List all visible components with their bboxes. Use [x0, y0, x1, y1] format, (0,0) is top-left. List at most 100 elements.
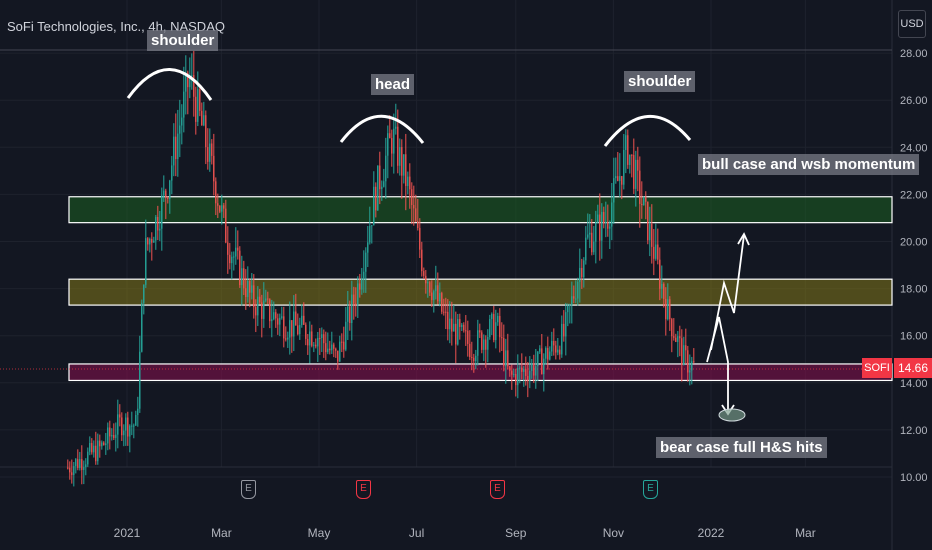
candle-body	[503, 338, 505, 367]
candle-body	[179, 125, 181, 134]
candle-body	[401, 147, 403, 176]
currency-badge[interactable]: USD	[898, 10, 926, 38]
candle-body	[517, 368, 519, 386]
candle-body	[497, 316, 499, 323]
candle-body	[617, 176, 619, 181]
candle-body	[459, 319, 461, 327]
candle-body	[285, 338, 287, 340]
candle-body	[305, 324, 307, 339]
earnings-marker-1[interactable]: E	[241, 480, 256, 499]
candle-body	[85, 464, 87, 468]
candle-body	[251, 285, 253, 293]
x-tick-label: May	[308, 526, 331, 540]
candle-body	[463, 324, 465, 331]
candle-body	[267, 298, 269, 300]
candle-body	[391, 138, 393, 154]
candle-body	[145, 238, 147, 285]
candle-body	[427, 282, 429, 284]
candle-body	[223, 205, 225, 209]
candle-body	[609, 226, 611, 229]
candle-body	[113, 435, 115, 438]
candle-body	[175, 136, 177, 160]
candle-body	[563, 323, 565, 337]
candle-body	[543, 358, 545, 375]
candle-body	[173, 136, 175, 166]
candle-body	[143, 284, 145, 303]
candle-body	[115, 434, 117, 438]
candle-body	[645, 196, 647, 202]
candle-body	[513, 373, 515, 375]
candle-body	[369, 226, 371, 243]
candle-body	[135, 414, 137, 426]
candle-body	[653, 246, 655, 259]
candle-body	[647, 201, 649, 241]
candle-body	[525, 369, 527, 376]
candle-body	[373, 186, 375, 226]
candle-body	[297, 325, 299, 335]
candle-body	[665, 298, 667, 320]
candle-body	[529, 370, 531, 381]
candle-body	[577, 281, 579, 299]
candle-body	[237, 247, 239, 251]
candle-body	[409, 176, 411, 190]
candle-body	[637, 159, 639, 171]
candle-body	[167, 197, 169, 199]
candle-body	[69, 467, 71, 473]
candle-body	[183, 91, 185, 118]
candle-body	[335, 348, 337, 351]
candle-body	[383, 181, 385, 187]
x-tick-label: Jul	[409, 526, 424, 540]
candle-body	[651, 223, 653, 247]
support-resistance-zones	[68, 196, 893, 382]
candle-body	[233, 256, 235, 258]
candle-body	[411, 189, 413, 206]
candle-body	[589, 232, 591, 235]
x-tick-label: Nov	[603, 526, 624, 540]
candle-body	[131, 425, 133, 427]
candle-body	[235, 247, 237, 257]
candle-body	[591, 232, 593, 253]
bear-target-ellipse	[718, 408, 746, 422]
candle-body	[477, 330, 479, 356]
candle-body	[341, 341, 343, 343]
candle-body	[643, 196, 645, 206]
candle-body	[239, 250, 241, 286]
candle-body	[157, 216, 159, 231]
candle-body	[277, 318, 279, 325]
candle-body	[579, 267, 581, 282]
candle-body	[461, 324, 463, 327]
candle-body	[147, 238, 149, 245]
earnings-marker-2[interactable]: E	[356, 480, 371, 499]
candle-body	[619, 176, 621, 181]
candle-body	[573, 296, 575, 299]
candlesticks	[67, 50, 695, 487]
candle-body	[153, 240, 155, 243]
earnings-marker-3[interactable]: E	[490, 480, 505, 499]
candle-body	[379, 165, 381, 190]
candle-body	[487, 336, 489, 350]
candle-body	[185, 72, 187, 92]
candle-body	[381, 186, 383, 190]
candle-body	[499, 316, 501, 338]
candle-body	[241, 268, 243, 286]
candle-body	[243, 268, 245, 289]
candle-body	[355, 303, 357, 305]
candle-body	[437, 285, 439, 302]
candle-body	[191, 75, 193, 77]
candle-body	[615, 176, 617, 179]
candle-body	[431, 292, 433, 301]
candle-body	[447, 311, 449, 330]
y-tick-label: 18.00	[900, 284, 928, 296]
candle-body	[553, 341, 555, 346]
candle-body	[495, 322, 497, 341]
candle-body	[613, 178, 615, 203]
candle-body	[457, 319, 459, 345]
candle-body	[353, 294, 355, 304]
earnings-marker-4[interactable]: E	[643, 480, 658, 499]
candle-body	[535, 366, 537, 376]
candle-body	[199, 89, 201, 111]
candle-body	[581, 267, 583, 278]
candle-body	[149, 238, 151, 245]
candle-body	[327, 348, 329, 353]
